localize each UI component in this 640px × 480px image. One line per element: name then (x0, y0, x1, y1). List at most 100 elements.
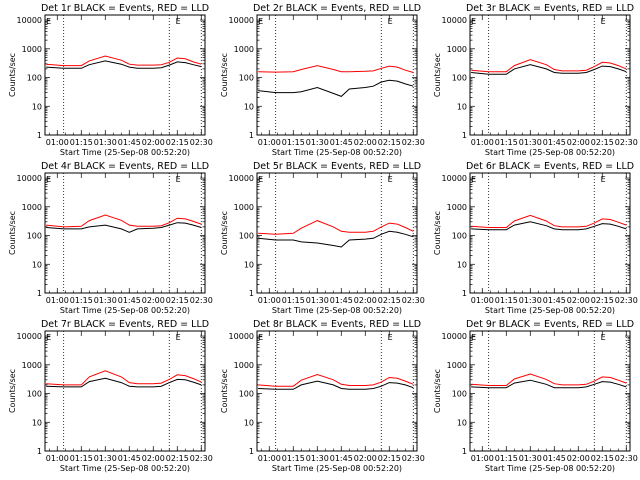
x-tick-label: 02:15 (591, 138, 614, 147)
panel-title: Det 7r BLACK = Events, RED = LLD (41, 319, 209, 330)
panel-title: Det 5r BLACK = Events, RED = LLD (253, 161, 421, 172)
y-tick-label: 1000 (447, 203, 467, 212)
x-tick-label: 01:45 (543, 138, 566, 147)
y-tick-label: 100 (239, 232, 254, 241)
y-tick-label: 10000 (442, 16, 467, 25)
y-tick-label: 10000 (229, 332, 254, 341)
series-line-events (258, 380, 414, 390)
y-axis-label: Counts/sec (8, 369, 17, 413)
y-tick-label: 1000 (447, 45, 467, 54)
y-tick-label: 10000 (442, 174, 467, 183)
y-tick-label: 1 (462, 447, 467, 456)
panel-title: Det 3r BLACK = Events, RED = LLD (466, 3, 634, 14)
x-tick-label: 01:00 (46, 138, 69, 147)
x-tick-label: 02:15 (166, 138, 189, 147)
panel-title: Det 2r BLACK = Events, RED = LLD (253, 3, 421, 14)
event-marker-label: E (176, 175, 181, 184)
y-axis-label: Counts/sec (220, 53, 229, 97)
y-tick-label: 100 (452, 390, 467, 399)
x-tick-label: 02:00 (354, 138, 377, 147)
y-axis-label: Counts/sec (8, 211, 17, 255)
series-line-events (46, 222, 202, 233)
y-axis-label: Counts/sec (8, 53, 17, 97)
x-tick-label: 01:00 (258, 138, 281, 147)
y-tick-label: 100 (452, 74, 467, 83)
x-tick-label: 02:00 (567, 454, 590, 463)
x-tick-label: 02:15 (166, 296, 189, 305)
x-tick-label: 01:45 (118, 454, 141, 463)
y-tick-label: 1000 (22, 203, 42, 212)
x-tick-label: 02:00 (142, 138, 165, 147)
axes-frame (256, 14, 418, 136)
series-line-events (46, 377, 202, 388)
x-tick-label: 01:15 (495, 138, 518, 147)
series-line-lld (46, 214, 202, 228)
event-marker-label: E (471, 17, 476, 26)
x-tick-label: 01:45 (543, 454, 566, 463)
axes-frame (469, 14, 631, 136)
axes-frame (256, 172, 418, 294)
series-line-events (258, 79, 414, 97)
y-tick-label: 10000 (229, 174, 254, 183)
x-tick-label: 02:30 (402, 454, 425, 463)
x-tick-label: 01:00 (471, 138, 494, 147)
event-marker-label: E (471, 333, 476, 342)
series-line-lld (258, 373, 414, 387)
y-tick-label: 10 (244, 102, 254, 111)
x-tick-label: 02:00 (567, 138, 590, 147)
event-marker-label: E (388, 333, 393, 342)
y-tick-label: 10000 (17, 332, 42, 341)
x-axis-label: Start Time (25-Sep-08 00:52:20) (60, 464, 190, 473)
series-line-events (471, 221, 627, 231)
event-marker-label: E (601, 17, 606, 26)
series-line-lld (258, 65, 414, 73)
x-axis-label: Start Time (25-Sep-08 00:52:20) (60, 306, 190, 315)
x-tick-label: 01:45 (118, 138, 141, 147)
event-marker-label: E (388, 17, 393, 26)
y-tick-label: 1 (462, 289, 467, 298)
panel-title: Det 4r BLACK = Events, RED = LLD (41, 161, 209, 172)
event-marker-label: E (601, 175, 606, 184)
x-axis-label: Start Time (25-Sep-08 00:52:20) (485, 148, 615, 157)
y-tick-label: 10 (457, 418, 467, 427)
x-tick-label: 02:30 (402, 296, 425, 305)
series-line-lld (46, 370, 202, 386)
y-tick-label: 100 (452, 232, 467, 241)
y-tick-label: 1 (249, 289, 254, 298)
x-tick-label: 01:15 (282, 296, 305, 305)
x-tick-label: 02:30 (615, 296, 638, 305)
event-marker-label: E (258, 175, 263, 184)
x-tick-label: 01:00 (46, 454, 69, 463)
x-tick-label: 02:15 (378, 138, 401, 147)
y-tick-label: 10 (457, 260, 467, 269)
x-tick-label: 01:45 (118, 296, 141, 305)
panel-title: Det 8r BLACK = Events, RED = LLD (253, 319, 421, 330)
x-tick-label: 01:15 (282, 454, 305, 463)
series-line-lld (46, 55, 202, 67)
x-axis-label: Start Time (25-Sep-08 00:52:20) (272, 464, 402, 473)
x-tick-label: 01:30 (519, 296, 542, 305)
event-marker-label: E (258, 333, 263, 342)
panel-title: Det 9r BLACK = Events, RED = LLD (466, 319, 634, 330)
axes-frame (469, 330, 631, 452)
x-tick-label: 01:30 (519, 454, 542, 463)
x-tick-label: 01:30 (306, 138, 329, 147)
x-tick-label: 02:15 (591, 296, 614, 305)
x-tick-label: 01:00 (258, 454, 281, 463)
x-tick-label: 01:45 (330, 296, 353, 305)
x-tick-label: 01:00 (471, 296, 494, 305)
series-line-events (471, 379, 627, 389)
y-axis-label: Counts/sec (433, 53, 442, 97)
series-line-lld (471, 373, 627, 386)
event-marker-label: E (46, 175, 51, 184)
x-tick-label: 01:00 (471, 454, 494, 463)
x-tick-label: 01:30 (94, 138, 117, 147)
x-axis-label: Start Time (25-Sep-08 00:52:20) (485, 306, 615, 315)
y-tick-label: 100 (27, 74, 42, 83)
y-tick-label: 100 (27, 390, 42, 399)
x-tick-label: 02:15 (166, 454, 189, 463)
x-axis-label: Start Time (25-Sep-08 00:52:20) (60, 148, 190, 157)
y-tick-label: 10 (457, 102, 467, 111)
axes-frame (44, 172, 206, 294)
